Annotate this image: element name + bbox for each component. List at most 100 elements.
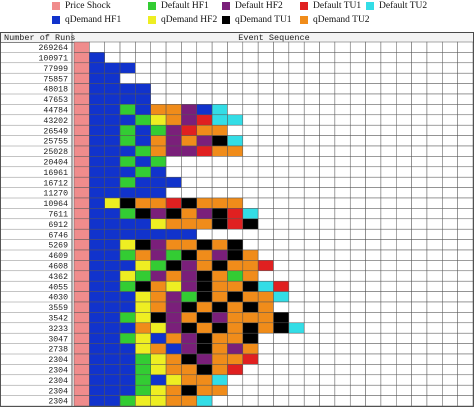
legend-label: qDemand TU2: [313, 15, 370, 25]
event-cell: [89, 145, 105, 157]
event-cell: [227, 114, 244, 126]
empty-cell: [334, 312, 351, 324]
empty-cell: [396, 374, 412, 386]
event-cell: [89, 156, 105, 168]
empty-cell: [319, 197, 336, 209]
event-cell: [227, 197, 244, 209]
event-cell: [73, 52, 90, 64]
event-cell: [73, 280, 90, 292]
empty-cell: [365, 114, 382, 126]
empty-cell: [365, 187, 382, 199]
event-cell: [181, 239, 198, 251]
empty-cell: [150, 52, 167, 64]
event-cell: [257, 301, 274, 313]
empty-cell: [334, 197, 351, 209]
event-cell: [73, 239, 90, 251]
empty-cell: [319, 208, 336, 220]
event-cell: [119, 135, 136, 147]
empty-cell: [442, 166, 458, 178]
empty-cell: [411, 249, 428, 261]
event-cell: [73, 218, 90, 230]
event-cell: [104, 270, 121, 282]
empty-cell: [273, 124, 290, 136]
empty-cell: [303, 270, 320, 282]
empty-cell: [257, 239, 274, 251]
empty-cell: [273, 176, 290, 188]
event-cell: [196, 291, 213, 303]
empty-cell: [442, 208, 458, 220]
empty-cell: [411, 218, 428, 230]
empty-cell: [242, 124, 259, 136]
event-cell: [119, 374, 136, 386]
event-cell: [73, 343, 90, 355]
event-cell: [196, 104, 213, 116]
event-cell: [119, 197, 136, 209]
empty-cell: [319, 239, 336, 251]
event-cell: [165, 124, 182, 136]
empty-cell: [227, 228, 244, 240]
empty-cell: [227, 52, 244, 64]
empty-cell: [349, 301, 366, 313]
event-cell: [227, 332, 244, 344]
empty-cell: [211, 176, 228, 188]
empty-cell: [273, 187, 290, 199]
event-cell: [104, 208, 121, 220]
event-cell: [89, 260, 105, 272]
event-cell: [181, 332, 198, 344]
event-cell: [119, 322, 136, 334]
empty-cell: [319, 332, 336, 344]
empty-cell: [380, 301, 397, 313]
event-cell: [119, 104, 136, 116]
event-cell: [196, 364, 213, 376]
empty-cell: [165, 52, 182, 64]
empty-cell: [257, 374, 274, 386]
event-cell: [89, 52, 105, 64]
empty-cell: [227, 93, 244, 105]
event-cell: [211, 218, 228, 230]
empty-cell: [442, 322, 458, 334]
empty-cell: [303, 364, 320, 376]
event-cell: [227, 260, 244, 272]
event-cell: [211, 374, 228, 386]
empty-cell: [288, 374, 305, 386]
empty-cell: [349, 135, 366, 147]
row-label: 3047: [48, 335, 68, 344]
empty-cell: [319, 249, 336, 261]
empty-cell: [396, 124, 412, 136]
empty-cell: [426, 239, 443, 251]
empty-cell: [411, 62, 428, 74]
event-cell: [273, 312, 290, 324]
event-cell: [165, 197, 182, 209]
event-cell: [257, 280, 274, 292]
event-cell: [211, 384, 228, 396]
empty-cell: [257, 72, 274, 84]
empty-cell: [242, 104, 259, 116]
empty-cell: [411, 135, 428, 147]
event-cell: [104, 228, 121, 240]
empty-cell: [380, 62, 397, 74]
empty-cell: [181, 62, 198, 74]
event-cell: [165, 332, 182, 344]
empty-cell: [349, 218, 366, 230]
event-cell: [227, 343, 244, 355]
legend: Price Shock Default HF1 Default HF2 Default…: [0, 0, 474, 30]
row-label: 48018: [43, 86, 68, 95]
event-cell: [73, 145, 90, 157]
event-cell: [181, 260, 198, 272]
empty-cell: [365, 176, 382, 188]
empty-cell: [303, 322, 320, 334]
event-cell: [150, 384, 167, 396]
empty-cell: [426, 312, 443, 324]
empty-cell: [288, 312, 305, 324]
event-cell: [104, 83, 121, 95]
empty-cell: [319, 374, 336, 386]
event-cell: [257, 291, 274, 303]
empty-cell: [288, 114, 305, 126]
event-cell: [89, 208, 105, 220]
empty-cell: [319, 260, 336, 272]
event-cell: [119, 364, 136, 376]
event-cell: [135, 384, 151, 396]
empty-cell: [365, 197, 382, 209]
empty-cell: [319, 135, 336, 147]
empty-cell: [457, 353, 474, 365]
